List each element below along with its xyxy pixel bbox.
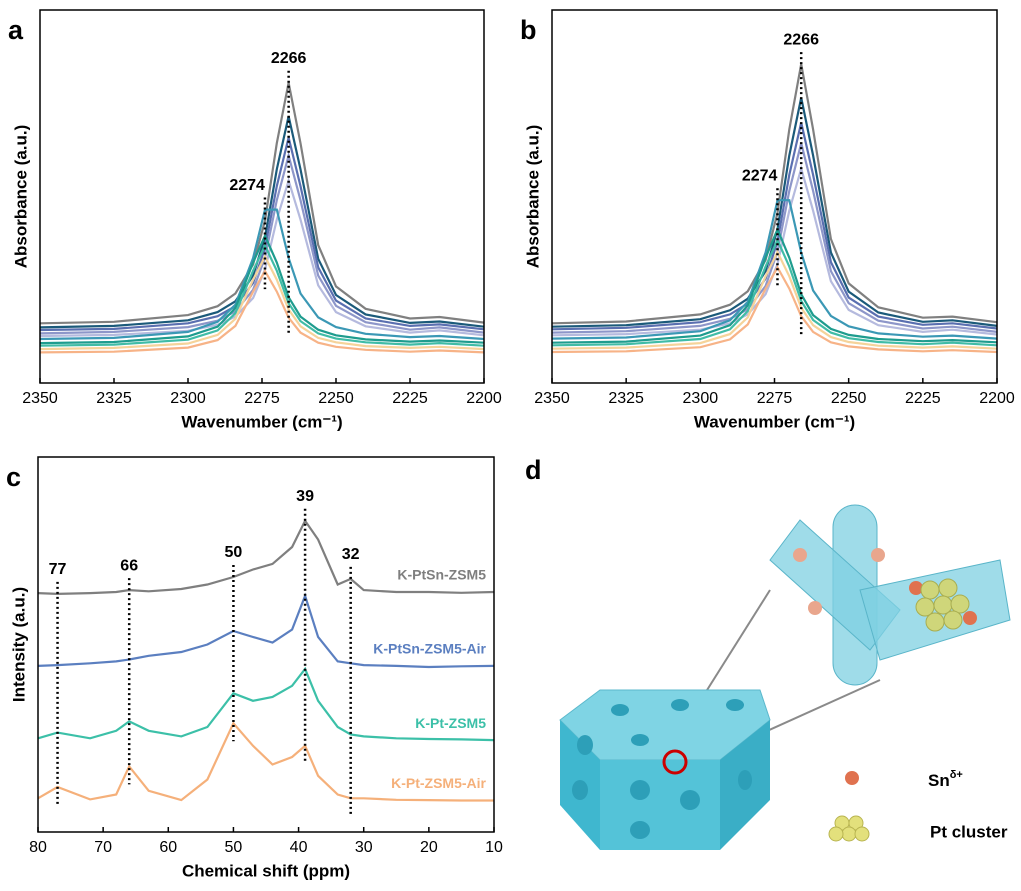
x-axis-label: Wavenumber (cm⁻¹) (694, 412, 855, 431)
x-tick-label: 80 (29, 839, 47, 856)
series-line (39, 243, 485, 347)
series-label: K-Pt-ZSM5-Air (391, 775, 486, 791)
chart-b: b 2274 2266 2350 2325 2300 2275 2250 2225 2200 Wav… (520, 9, 1015, 431)
legend-text: Sn (928, 771, 950, 790)
x-tick-label: 2275 (244, 390, 280, 407)
panel-label: d (525, 455, 542, 485)
x-tick-label: 2250 (318, 390, 354, 407)
panel-label: b (520, 15, 537, 45)
legend-sup: δ+ (950, 769, 963, 781)
x-tick-label: 50 (225, 839, 243, 856)
x-tick-label: 70 (94, 839, 112, 856)
diagram-d: d Snδ+ Pt cluster (525, 455, 1011, 850)
sn-site (963, 611, 977, 625)
series-label: K-PtSn-ZSM5-Air (373, 641, 486, 657)
x-tick-label: 10 (485, 839, 503, 856)
y-axis-label: Absorbance (a.u.) (523, 125, 542, 269)
x-tick-label: 2225 (905, 390, 941, 407)
sn-site (808, 601, 822, 615)
marker-label: 32 (342, 546, 360, 563)
x-tick-label: 2325 (608, 390, 644, 407)
x-tick-label: 2300 (170, 390, 206, 407)
series-line (39, 254, 485, 351)
x-tick-label: 60 (159, 839, 177, 856)
marker-label: 66 (120, 557, 138, 574)
marker-label: 2274 (742, 167, 778, 184)
series-line (39, 116, 485, 329)
series-line (551, 97, 998, 328)
zeolite-front (600, 760, 720, 850)
series-line (39, 137, 485, 332)
series-label: K-PtSn-ZSM5 (397, 567, 486, 583)
x-tick-label: 2250 (831, 390, 867, 407)
x-tick-label: 2350 (534, 390, 570, 407)
plot-frame (37, 456, 495, 833)
series-line (39, 151, 485, 335)
series-line (37, 721, 494, 802)
pt-cluster (915, 578, 970, 632)
series-line (551, 199, 998, 340)
chart-a: a 2274 2266 2350 2325 2300 2275 2250 2225 2200 Wav… (8, 9, 502, 431)
legend-label: Pt cluster (930, 822, 1008, 841)
sn-site (871, 548, 885, 562)
x-tick-label: 30 (355, 839, 373, 856)
series-line (551, 226, 998, 344)
y-axis-label: Intensity (a.u.) (9, 587, 28, 702)
chart-c: c K-PtSn-ZSM5 K-PtSn-ZSM5-Air K-Pt-ZSM5 K-Pt… (6, 456, 503, 880)
series-line (551, 265, 998, 354)
series-label: K-Pt-ZSM5 (415, 715, 486, 731)
series-line (551, 63, 998, 325)
marker-label: 2266 (783, 31, 819, 48)
x-tick-label: 2200 (466, 390, 502, 407)
x-axis-label: Chemical shift (ppm) (182, 861, 350, 880)
x-tick-label: 2225 (392, 390, 428, 407)
series-line (39, 268, 485, 354)
marker-label: 77 (49, 561, 67, 578)
legend-label: Snδ+ (928, 769, 963, 791)
series-line (37, 592, 495, 669)
marker-label: 39 (296, 488, 314, 505)
sn-site (793, 548, 807, 562)
x-tick-label: 20 (420, 839, 438, 856)
x-tick-label: 2200 (979, 390, 1015, 407)
series-line (39, 82, 485, 325)
x-tick-label: 2300 (683, 390, 719, 407)
series-line (551, 249, 998, 350)
x-axis-label: Wavenumber (cm⁻¹) (181, 412, 342, 431)
series-line (551, 237, 998, 347)
sn-site (909, 581, 923, 595)
pores (572, 699, 752, 839)
series-line (551, 122, 998, 331)
marker-label: 2274 (229, 177, 265, 194)
series-line (37, 666, 495, 742)
series-line (39, 232, 485, 345)
legend-sn (845, 771, 859, 785)
highlight (662, 749, 688, 775)
legend-pt (828, 815, 870, 842)
x-tick-label: 2350 (22, 390, 58, 407)
series-line (39, 208, 485, 341)
series-line (37, 518, 495, 596)
marker-label: 2266 (271, 50, 307, 67)
marker-label: 50 (225, 544, 243, 561)
panel-label: a (8, 15, 24, 45)
x-tick-label: 2325 (96, 390, 132, 407)
x-tick-label: 40 (290, 839, 308, 856)
panel-label: c (6, 462, 21, 492)
series-line (551, 142, 998, 334)
x-tick-label: 2275 (757, 390, 793, 407)
y-axis-label: Absorbance (a.u.) (11, 125, 30, 269)
